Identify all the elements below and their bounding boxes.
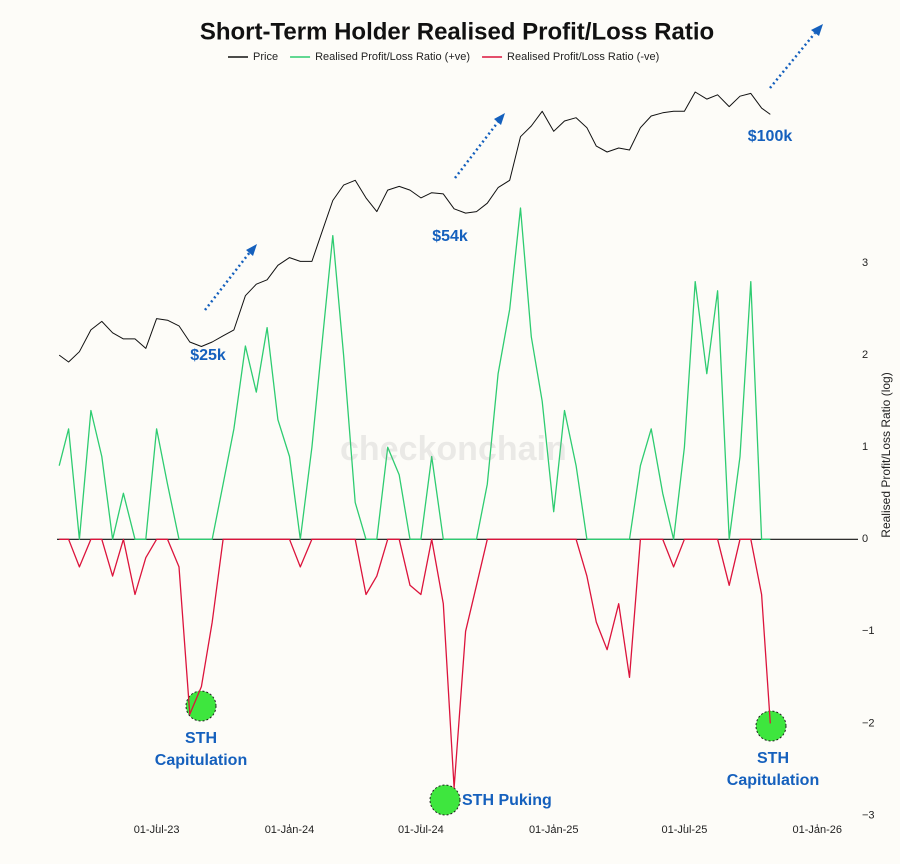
annotation: STH Puking bbox=[462, 792, 552, 809]
y-axis-label: Realised Profit/Loss Ratio (log) bbox=[879, 372, 893, 537]
y-tick-label: 0 bbox=[862, 533, 868, 545]
annotation: $54k bbox=[432, 228, 468, 245]
legend-label: Realised Profit/Loss Ratio (+ve) bbox=[315, 51, 470, 63]
watermark: checkonchain bbox=[340, 430, 567, 468]
annotation: STH Capitulation bbox=[154, 730, 248, 769]
series-line bbox=[58, 91, 771, 363]
arrows bbox=[204, 24, 823, 311]
x-tick-label: 01-Jan-26 bbox=[792, 824, 842, 836]
y-tick-label: −3 bbox=[862, 809, 875, 821]
x-tick-label: 01-Jan-25 bbox=[529, 824, 579, 836]
legend-label: Realised Profit/Loss Ratio (-ve) bbox=[507, 51, 659, 63]
y-tick-label: −2 bbox=[862, 717, 875, 729]
annotation: $100k bbox=[747, 128, 793, 145]
x-tick-label: 01-Jan-24 bbox=[265, 824, 315, 836]
highlight-circles bbox=[185, 690, 787, 816]
y-tick-label: −1 bbox=[862, 625, 875, 637]
y-tick-label: 1 bbox=[862, 441, 868, 453]
x-tick-label: 01-Jul-25 bbox=[661, 824, 707, 836]
chart-title: Short-Term Holder Realised Profit/Loss R… bbox=[200, 18, 714, 45]
legend-label: Price bbox=[253, 51, 278, 63]
y-tick-label: 3 bbox=[862, 257, 868, 269]
annotation: $25k bbox=[190, 347, 226, 364]
x-tick-label: 01-Jul-23 bbox=[134, 824, 180, 836]
y-tick-label: 2 bbox=[862, 349, 868, 361]
x-tick-label: 01-Jul-24 bbox=[398, 824, 444, 836]
annotation: STH Capitulation bbox=[726, 750, 820, 789]
series-line bbox=[58, 207, 771, 540]
series-line bbox=[59, 538, 771, 789]
